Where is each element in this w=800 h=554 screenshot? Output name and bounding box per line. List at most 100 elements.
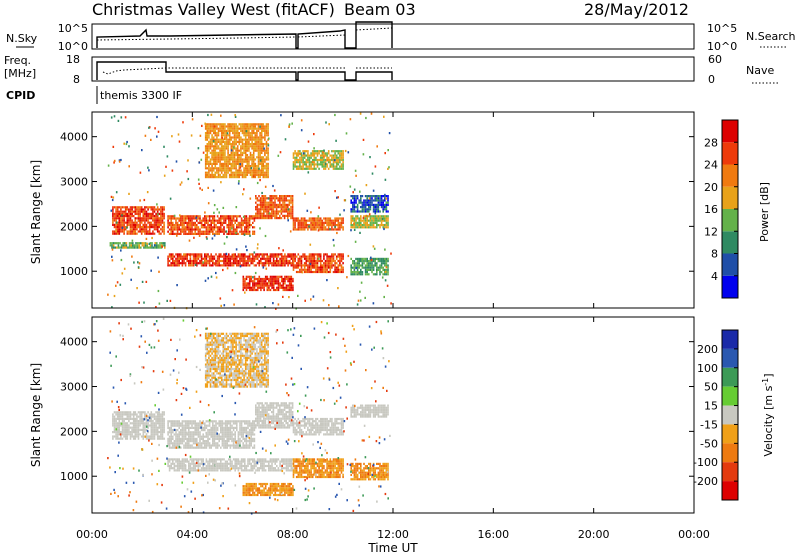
echo-cell [226,422,228,425]
echo-cell [214,138,217,141]
echo-cell [233,160,236,163]
echo-cell [368,273,370,276]
noise-cell [261,191,263,195]
noise-cell [137,266,140,269]
echo-cell [223,442,225,445]
echo-cell [244,147,247,150]
echo-cell [183,224,185,227]
echo-cell [259,415,262,418]
echo-cell [329,255,332,258]
echo-cell [335,224,338,227]
echo-cell [208,217,211,220]
echo-cell [361,266,364,269]
echo-cell [387,219,389,222]
echo-cell [173,224,176,227]
echo-cell [352,203,354,206]
echo-cell [226,435,228,438]
echo-cell [326,154,328,157]
echo-cell [136,420,138,423]
echo-cell [237,264,240,267]
echo-cell [118,428,121,431]
noise-cell [111,255,113,258]
echo-cell [353,197,356,200]
echo-cell [192,255,195,258]
echo-cell [237,431,240,434]
echo-cell [173,232,176,235]
echo-cell [233,162,236,165]
echo-cell [229,259,232,263]
echo-cell [272,284,275,287]
echo-cell [175,257,177,260]
echo-cell [197,221,200,224]
echo-cell [199,424,201,427]
echo-cell [255,206,257,209]
echo-cell [259,208,262,211]
echo-cell [316,266,319,269]
echo-cell [183,420,185,423]
echo-cell [276,275,278,278]
echo-cell [224,127,226,130]
echo-cell [244,426,246,429]
echo-cell [233,138,236,141]
echo-cell [224,160,226,163]
echo-cell [153,221,156,224]
noise-cell [390,302,392,305]
noise-cell [383,115,385,118]
echo-cell [279,197,281,200]
echo-cell [302,253,304,256]
echo-cell [284,288,286,292]
echo-cell [242,442,244,445]
echo-cell [249,138,252,141]
echo-cell [358,201,360,204]
echo-cell [368,224,370,227]
echo-cell [236,259,238,263]
power-cbar-swatch [722,186,738,209]
echo-cell [241,151,244,154]
echo-cell [176,437,179,440]
echo-cell [218,226,220,229]
echo-cell [307,224,309,227]
echo-cell [197,217,200,220]
echo-cell [220,253,222,256]
echo-cell [369,199,372,202]
echo-cell [219,176,221,179]
echo-cell [226,424,228,427]
power-cbar-label: 20 [704,181,718,194]
echo-cell [219,169,221,172]
noise-cell [138,301,140,304]
echo-cell [290,277,293,281]
echo-cell [229,264,232,267]
echo-cell [145,437,148,440]
echo-cell [131,208,133,211]
echo-cell [324,226,327,229]
echo-cell [202,422,204,425]
echo-cell [254,158,257,161]
echo-cell [358,224,360,227]
echo-cell [248,230,251,233]
echo-cell [294,165,296,168]
echo-cell [263,426,265,429]
echo-cell [200,219,203,222]
echo-cell [215,259,217,263]
echo-cell [385,268,388,271]
echo-cell [265,173,268,176]
freq-label-1: Freq. [4,54,31,67]
noise-cell [113,159,116,162]
echo-cell [116,208,119,211]
echo-cell [118,422,121,425]
echo-cell [121,420,124,423]
echo-cell [227,149,229,152]
noise-cell [123,142,125,145]
echo-cell [212,440,214,443]
echo-cell [225,129,228,132]
echo-cell [319,270,322,274]
noise-cell [110,209,113,212]
echo-cell [242,253,244,256]
echo-cell [208,264,211,267]
echo-cell [186,444,188,447]
echo-cell [247,444,249,447]
echo-cell [279,217,281,220]
echo-cell [240,431,243,434]
echo-cell [199,446,201,449]
echo-cell [194,226,196,229]
